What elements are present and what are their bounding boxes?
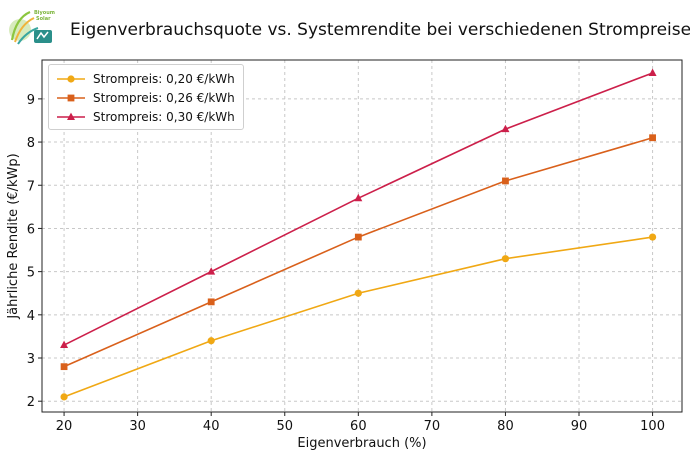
data-point: [648, 233, 657, 241]
x-tick-label: 80: [497, 419, 514, 434]
legend-marker: [67, 94, 75, 101]
series-1: [60, 233, 657, 401]
y-tick-label: 4: [27, 309, 35, 324]
logo-text-line2: Solar: [36, 16, 51, 22]
legend-label: Strompreis: 0,26 €/kWh: [93, 90, 235, 105]
data-point: [207, 298, 215, 306]
logo-icon: [9, 10, 52, 45]
data-point: [60, 393, 68, 401]
data-point: [501, 124, 510, 133]
data-point: [648, 68, 657, 76]
axis-ticks: 20 30 40 50 60 70 80 90 100 2 3 4 5 6 7 8 9: [27, 93, 665, 434]
legend-label: Strompreis: 0,20 €/kWh: [93, 71, 235, 86]
legend-marker: [67, 74, 75, 83]
y-tick-label: 6: [27, 222, 35, 237]
legend-item: Strompreis: 0,26 €/kWh: [57, 88, 235, 107]
x-tick-label: 40: [203, 419, 220, 434]
x-tick-label: 30: [129, 419, 146, 434]
series-2: [60, 134, 656, 371]
x-tick-label: 70: [424, 419, 441, 434]
data-point: [207, 267, 216, 275]
legend-swatch: [57, 74, 85, 83]
legend-item: Strompreis: 0,30 €/kWh: [57, 107, 235, 126]
data-point: [60, 340, 69, 349]
series-3: [60, 68, 657, 349]
legend-marker: [67, 112, 75, 120]
legend-swatch: [57, 112, 85, 120]
y-tick-label: 5: [27, 266, 35, 281]
y-tick-label: 2: [27, 395, 35, 410]
y-tick-label: 8: [27, 136, 35, 151]
legend: Strompreis: 0,20 €/kWh Strompreis: 0,26 €…: [48, 64, 244, 130]
chart-title: Eigenverbrauchsquote vs. Systemrendite b…: [70, 20, 690, 40]
legend-item: Strompreis: 0,20 €/kWh: [57, 69, 235, 88]
data-point: [207, 337, 215, 345]
legend-label: Strompreis: 0,30 €/kWh: [93, 109, 235, 124]
company-logo: Biyoum Solar: [6, 4, 58, 54]
legend-swatch: [57, 94, 85, 101]
y-tick-label: 3: [27, 352, 35, 367]
data-point: [354, 193, 363, 202]
y-tick-label: 7: [27, 179, 35, 194]
data-point: [354, 289, 362, 297]
y-axis-label: Jährliche Rendite (€/kWp): [6, 153, 21, 319]
x-tick-label: 60: [350, 419, 367, 434]
data-point: [649, 134, 656, 142]
logo-text-line1: Biyoum: [34, 10, 55, 16]
data-point: [354, 233, 362, 241]
x-tick-label: 100: [640, 419, 665, 434]
data-point: [501, 255, 510, 263]
x-tick-label: 20: [56, 419, 73, 434]
x-tick-label: 50: [276, 419, 293, 434]
x-tick-label: 90: [571, 419, 588, 434]
data-point: [60, 363, 68, 371]
x-axis-label: Eigenverbrauch (%): [297, 436, 426, 451]
y-tick-label: 9: [27, 93, 35, 108]
series-lines: [60, 68, 657, 401]
data-point: [502, 177, 509, 185]
plot-frame: [41, 59, 683, 413]
